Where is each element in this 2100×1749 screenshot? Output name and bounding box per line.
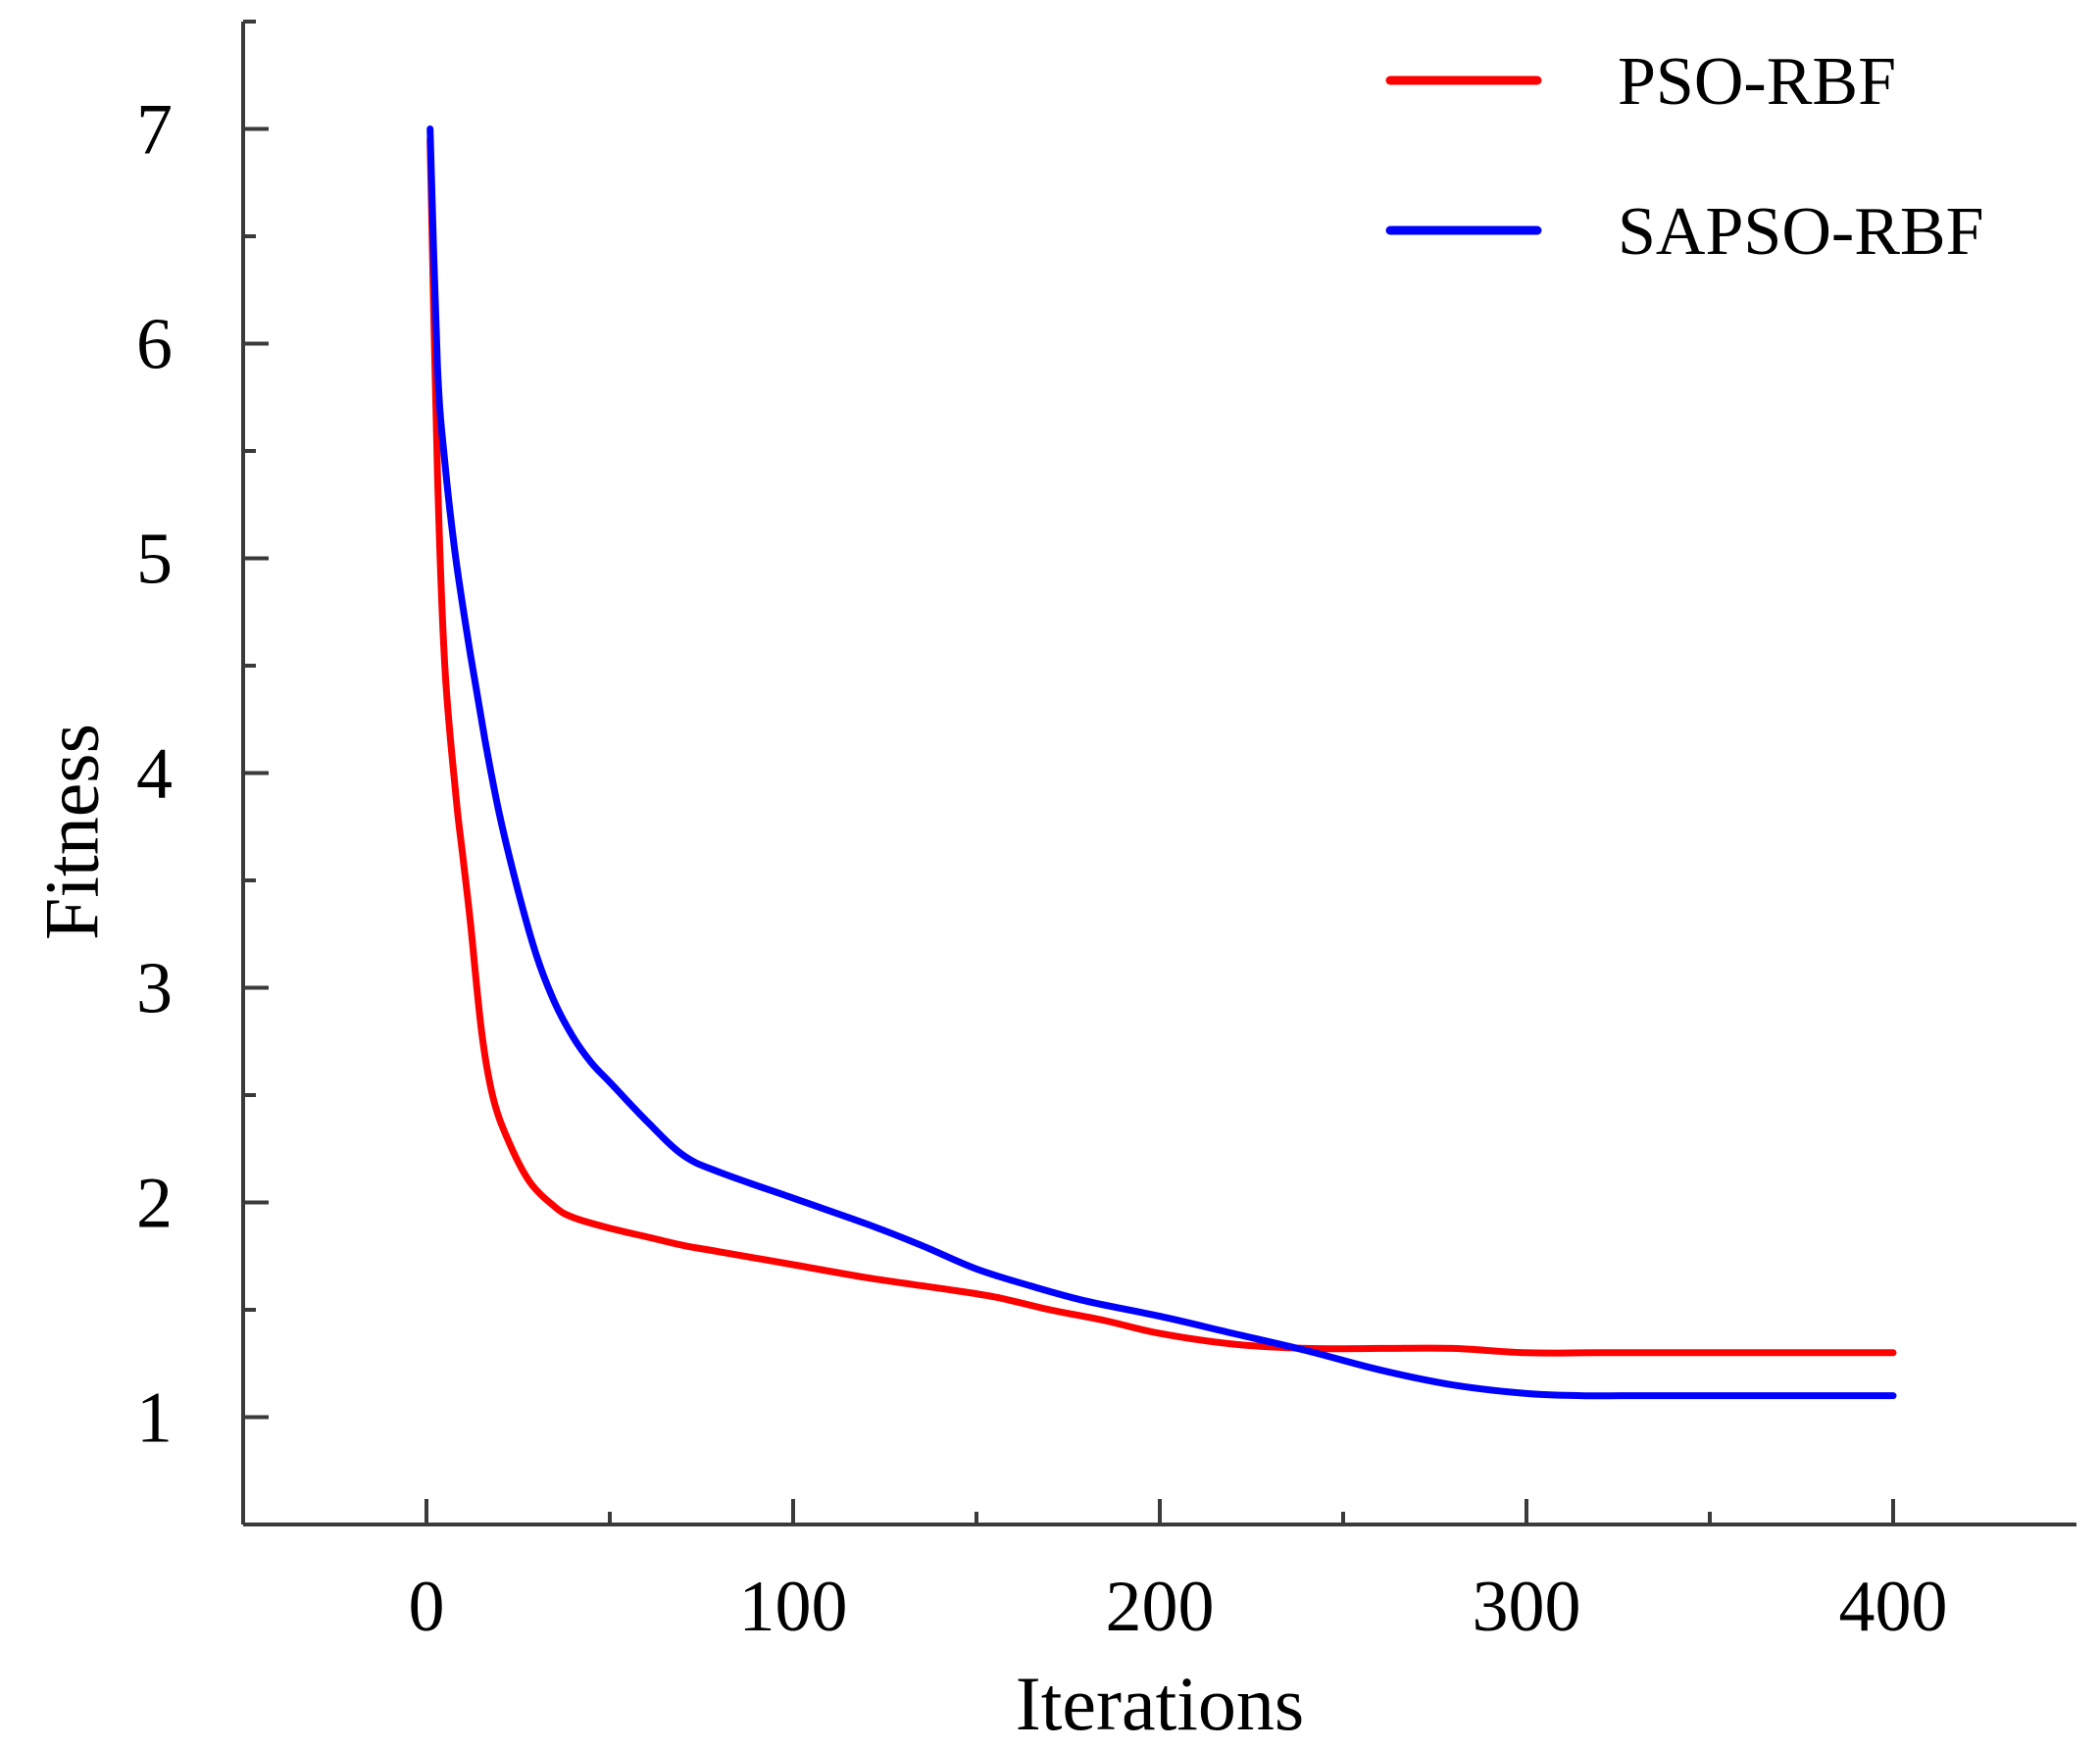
series-group <box>426 125 1897 1400</box>
y-tick-label: 3 <box>136 949 173 1029</box>
x-axis-title: Iterations <box>1016 1661 1305 1746</box>
legend: PSO-RBF SAPSO-RBF <box>1385 44 1984 270</box>
x-tick-label: 400 <box>1839 1567 1948 1647</box>
ticks-group <box>243 20 1895 1524</box>
y-tick-label: 1 <box>136 1378 173 1459</box>
y-tick-label: 6 <box>136 305 173 385</box>
y-tick-label: 5 <box>136 520 173 600</box>
x-tick-label: 300 <box>1473 1567 1581 1647</box>
x-tick-label: 0 <box>409 1567 445 1647</box>
legend-label-sapso-rbf: SAPSO-RBF <box>1618 194 1984 270</box>
y-axis-title: Fitness <box>28 724 114 940</box>
series-line-sapso-rbf <box>426 125 1897 1400</box>
y-tick-label: 7 <box>136 90 173 171</box>
x-tick-label: 100 <box>739 1567 848 1647</box>
y-tick-label: 2 <box>136 1164 173 1244</box>
series-line-pso-rbf <box>426 135 1897 1357</box>
legend-label-pso-rbf: PSO-RBF <box>1618 44 1896 120</box>
y-tick-label: 4 <box>136 734 173 815</box>
tick-labels-group: 0 100 200 300 400 1 2 3 4 5 6 7 <box>136 90 1948 1648</box>
x-tick-label: 200 <box>1106 1567 1215 1647</box>
